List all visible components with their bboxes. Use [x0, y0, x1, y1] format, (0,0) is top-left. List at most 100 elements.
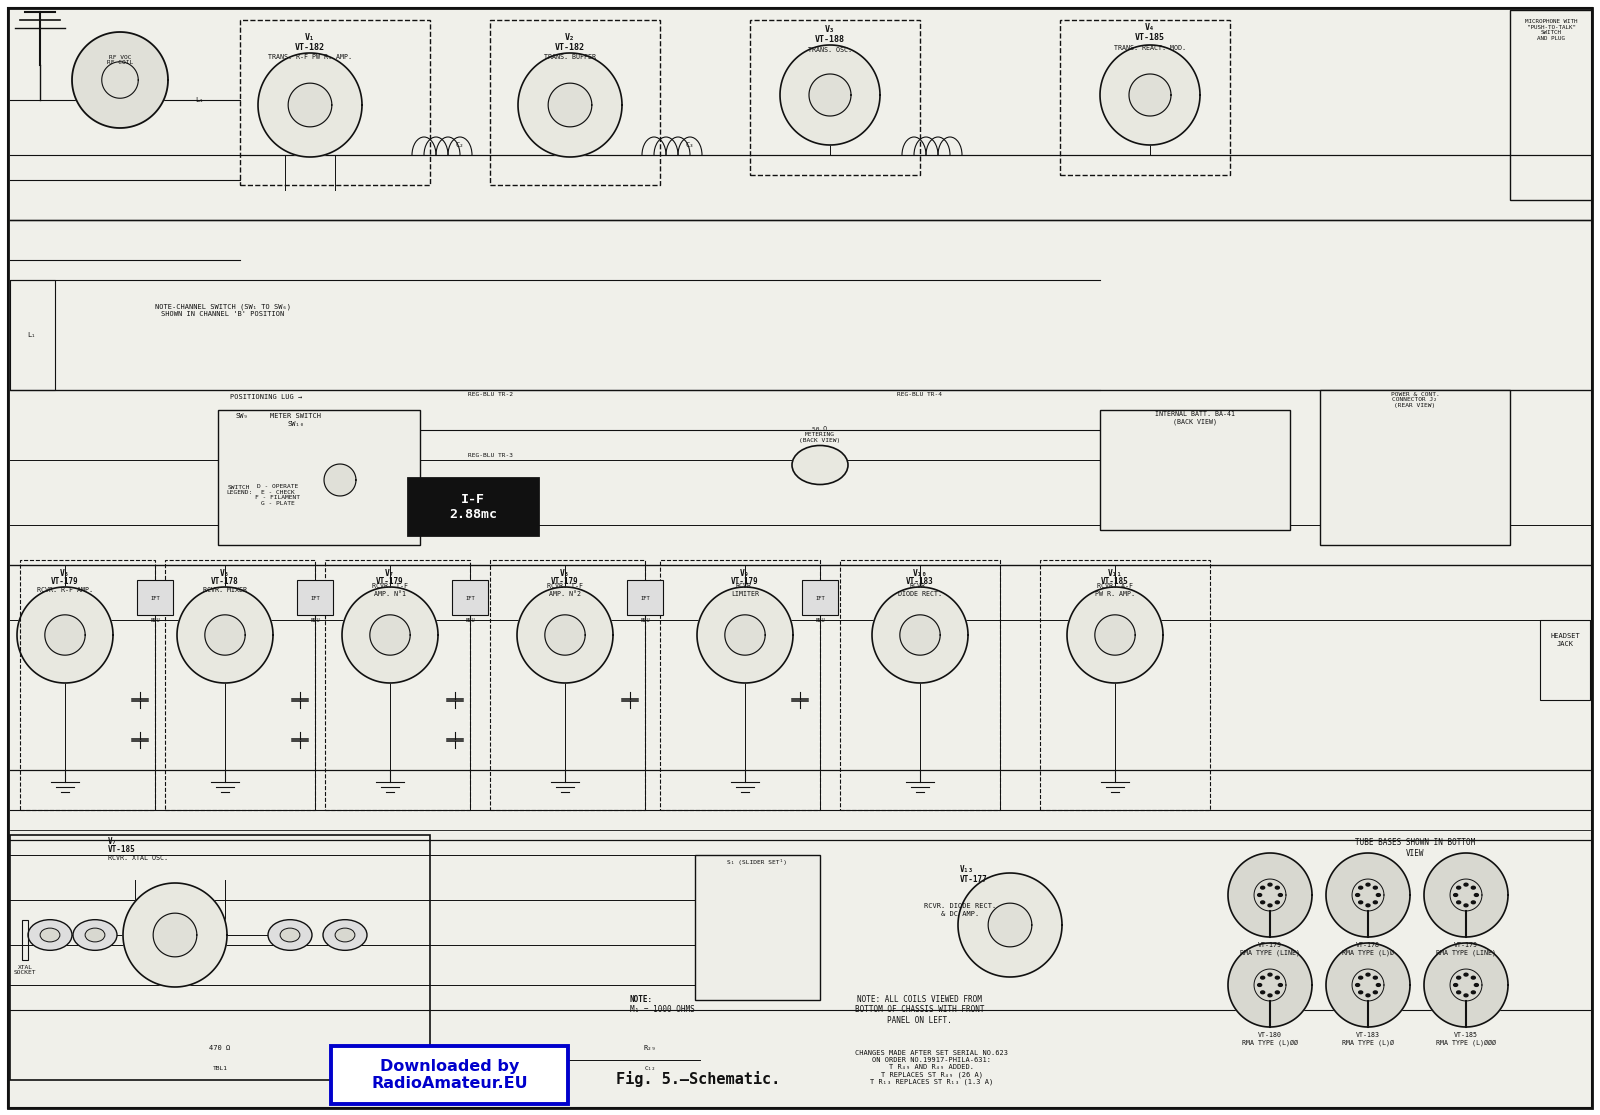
Bar [19, 560, 155, 809]
Text: VT-178
RMA TYPE (L)Ø: VT-178 RMA TYPE (L)Ø [1342, 942, 1394, 956]
Text: V₅: V₅ [61, 569, 70, 578]
Text: RCVR. A-F
PW R. AMP.: RCVR. A-F PW R. AMP. [1094, 583, 1134, 597]
Bar [240, 20, 430, 185]
Circle shape [1366, 993, 1370, 997]
Circle shape [1358, 977, 1363, 979]
Circle shape [1261, 901, 1264, 904]
Text: M₁ = 1000 OHMS: M₁ = 1000 OHMS [630, 1006, 694, 1015]
Polygon shape [1229, 853, 1312, 937]
Bar [490, 20, 661, 185]
Polygon shape [18, 586, 114, 683]
FancyBboxPatch shape [408, 478, 538, 535]
Bar [750, 20, 920, 175]
Text: VT-185: VT-185 [1101, 576, 1130, 585]
Text: RF VOC
RF COIL: RF VOC RF COIL [107, 55, 133, 66]
Text: TUBE BASES SHOWN IN BOTTOM
VIEW: TUBE BASES SHOWN IN BOTTOM VIEW [1355, 838, 1475, 857]
Polygon shape [518, 54, 622, 157]
Circle shape [280, 928, 299, 942]
Text: RCVR. DIODE RECT.
& DC AMP.: RCVR. DIODE RECT. & DC AMP. [923, 903, 997, 917]
Text: VT-179: VT-179 [731, 576, 758, 585]
Circle shape [1456, 977, 1461, 979]
Circle shape [1373, 991, 1378, 993]
Text: V₄: V₄ [1146, 23, 1155, 32]
Polygon shape [288, 84, 331, 127]
Polygon shape [781, 45, 880, 145]
Text: BLU: BLU [640, 618, 650, 622]
Text: Downloaded by
RadioAmateur.EU: Downloaded by RadioAmateur.EU [371, 1058, 528, 1092]
Text: C₃: C₃ [686, 142, 694, 148]
Text: 4700 Ω: 4700 Ω [509, 1066, 531, 1070]
Bar [1320, 390, 1510, 545]
Polygon shape [958, 873, 1062, 977]
Text: V₆: V₆ [221, 569, 230, 578]
Text: Fig. 5.—Schematic.: Fig. 5.—Schematic. [616, 1072, 781, 1087]
Text: RCVR. MIXER: RCVR. MIXER [203, 586, 246, 593]
Text: VT-178: VT-178 [211, 576, 238, 585]
Bar [10, 280, 54, 390]
Text: V₁₀: V₁₀ [912, 569, 928, 578]
Text: BLU: BLU [150, 618, 160, 622]
Text: NOTE-CHANNEL SWITCH (SW₁ TO SW₆)
SHOWN IN CHANNEL 'B' POSITION: NOTE-CHANNEL SWITCH (SW₁ TO SW₆) SHOWN I… [155, 303, 291, 317]
Bar [1510, 10, 1592, 200]
Bar [694, 855, 819, 1000]
Polygon shape [725, 614, 765, 656]
Text: IFT: IFT [150, 595, 160, 601]
Text: IFT: IFT [640, 595, 650, 601]
Text: RCVR. I-F
AMP. N°1: RCVR. I-F AMP. N°1 [371, 583, 408, 597]
Circle shape [1267, 883, 1272, 886]
Text: V₇: V₇ [109, 837, 117, 846]
Text: MICROPHONE WITH
"PUSH-TO-TALK"
SWITCH
AND PLUG: MICROPHONE WITH "PUSH-TO-TALK" SWITCH AN… [1525, 19, 1578, 41]
Text: SWITCH
LEGEND:: SWITCH LEGEND: [226, 485, 253, 495]
Bar [840, 560, 1000, 809]
Polygon shape [1326, 853, 1410, 937]
Polygon shape [872, 586, 968, 683]
Circle shape [1373, 901, 1378, 904]
Text: BLU: BLU [814, 618, 826, 622]
Text: VT-183: VT-183 [906, 576, 934, 585]
Circle shape [269, 920, 312, 950]
Bar [138, 580, 173, 615]
Bar [1059, 20, 1230, 175]
Circle shape [1373, 977, 1378, 979]
Polygon shape [698, 586, 794, 683]
Polygon shape [258, 54, 362, 157]
Text: RCVR.
DIODE RECT.: RCVR. DIODE RECT. [898, 583, 942, 597]
Text: 50 Ω
METERING
(BACK VIEW): 50 Ω METERING (BACK VIEW) [800, 427, 840, 444]
Circle shape [1267, 993, 1272, 997]
Text: VT-185
RMA TYPE (L)ØØØ: VT-185 RMA TYPE (L)ØØØ [1437, 1032, 1496, 1046]
Circle shape [1366, 904, 1370, 906]
Bar [22, 920, 29, 960]
Bar [802, 580, 838, 615]
Bar [1539, 620, 1590, 700]
Text: S₁ (SLIDER SET¹): S₁ (SLIDER SET¹) [726, 859, 787, 865]
Circle shape [1261, 886, 1264, 889]
Text: HEADSET
JACK: HEADSET JACK [1550, 633, 1579, 647]
Circle shape [1358, 991, 1363, 993]
Circle shape [1267, 973, 1272, 976]
Text: XTAL
SOCKET: XTAL SOCKET [14, 964, 37, 976]
Text: I-F
2.88mc: I-F 2.88mc [448, 493, 496, 521]
Bar [218, 410, 419, 545]
Circle shape [323, 920, 366, 950]
Text: SW₉: SW₉ [235, 413, 248, 419]
Polygon shape [810, 74, 851, 116]
Polygon shape [342, 586, 438, 683]
Circle shape [1261, 977, 1264, 979]
Polygon shape [546, 614, 586, 656]
Polygon shape [123, 883, 227, 987]
Text: V₁₃: V₁₃ [960, 865, 974, 874]
Circle shape [1358, 886, 1363, 889]
Bar [1040, 560, 1210, 809]
Text: VT-179
RMA TYPE (LINE): VT-179 RMA TYPE (LINE) [1240, 942, 1299, 956]
Text: NOTE:: NOTE: [630, 996, 653, 1005]
Text: VT-188: VT-188 [814, 36, 845, 45]
Text: V₉: V₉ [741, 569, 750, 578]
Text: 470 Ω: 470 Ω [520, 1045, 541, 1051]
Circle shape [1358, 901, 1363, 904]
Text: V₂: V₂ [565, 33, 574, 42]
Circle shape [1275, 977, 1280, 979]
Text: VT-185: VT-185 [1134, 33, 1165, 42]
Circle shape [1464, 993, 1469, 997]
Circle shape [1355, 983, 1360, 987]
Text: C₂: C₂ [456, 142, 464, 148]
